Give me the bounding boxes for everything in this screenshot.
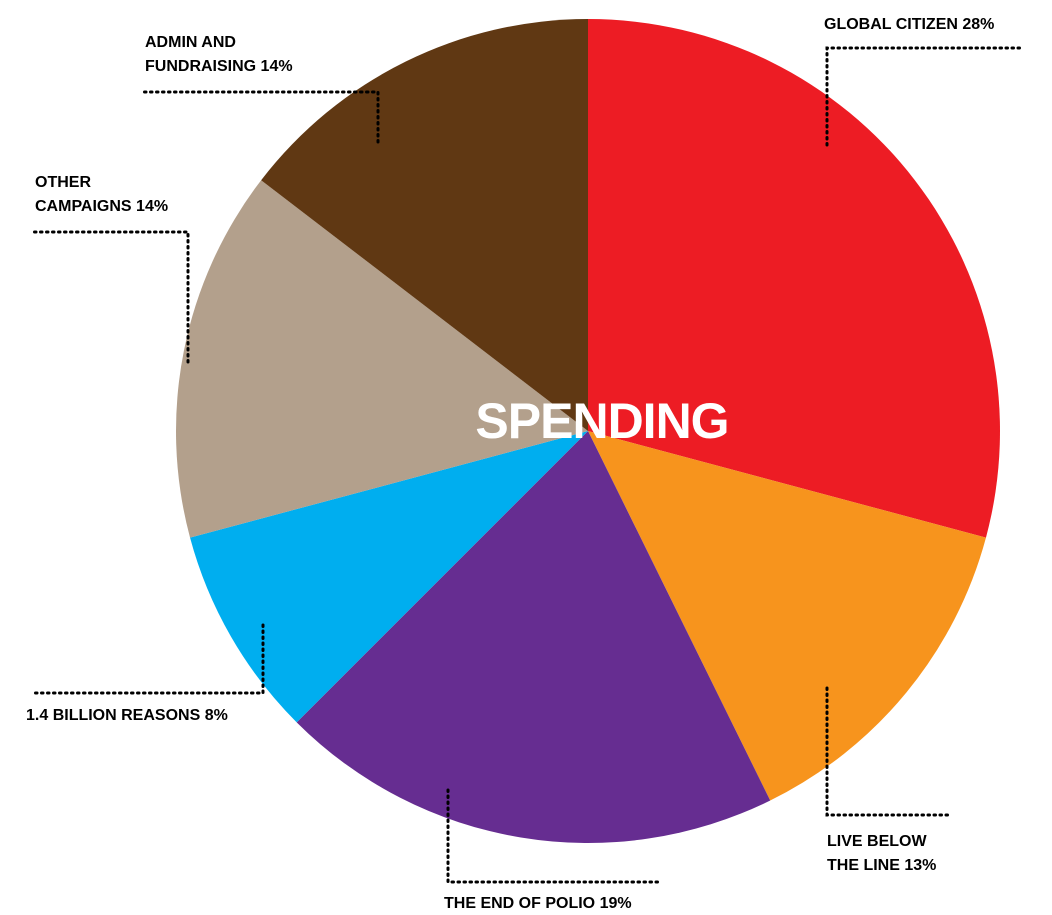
pie-slice-admin-and-fundraising bbox=[261, 19, 588, 431]
label-admin-and-fundraising: ADMIN AND FUNDRAISING 14% bbox=[145, 34, 293, 75]
leader-line-other-campaigns bbox=[31, 230, 190, 364]
pie-slices bbox=[176, 19, 1000, 843]
chart-title: SPENDING bbox=[475, 393, 728, 449]
label-line: THE LINE 13% bbox=[827, 857, 936, 874]
pie-slice-the-end-of-polio bbox=[296, 431, 771, 843]
label-live-below-the-line: LIVE BELOW THE LINE 13% bbox=[827, 833, 936, 874]
label-line: GLOBAL CITIZEN 28% bbox=[824, 16, 994, 33]
leader-line-live-below-the-line bbox=[825, 686, 952, 817]
label-leader-lines bbox=[31, 46, 1024, 884]
pie-slice-1-4-billion-reasons bbox=[190, 431, 589, 723]
pie-slice-global-citizen bbox=[588, 19, 1000, 538]
leader-line-the-end-of-polio bbox=[446, 788, 662, 884]
leader-line-admin-and-fundraising bbox=[141, 90, 380, 144]
label-line: LIVE BELOW bbox=[827, 833, 927, 850]
label-global-citizen: GLOBAL CITIZEN 28% bbox=[824, 16, 994, 33]
label-other-campaigns: OTHER CAMPAIGNS 14% bbox=[35, 174, 168, 215]
leader-line-global-citizen bbox=[825, 46, 1024, 147]
label-1-4-billion-reasons: 1.4 BILLION REASONS 8% bbox=[26, 707, 228, 724]
pie-slice-live-below-the-line bbox=[588, 431, 986, 801]
label-line: CAMPAIGNS 14% bbox=[35, 198, 168, 215]
label-line: 1.4 BILLION REASONS 8% bbox=[26, 707, 228, 724]
label-line: FUNDRAISING 14% bbox=[145, 58, 293, 75]
label-line: ADMIN AND bbox=[145, 34, 236, 51]
label-line: THE END OF POLIO 19% bbox=[444, 895, 632, 912]
label-line: OTHER bbox=[35, 174, 91, 191]
leader-line-1-4-billion-reasons bbox=[31, 623, 265, 695]
pie-slice-other-campaigns bbox=[176, 180, 588, 538]
slice-labels: GLOBAL CITIZEN 28% LIVE BELOW THE LINE 13%… bbox=[26, 16, 994, 912]
label-the-end-of-polio: THE END OF POLIO 19% bbox=[444, 895, 632, 912]
